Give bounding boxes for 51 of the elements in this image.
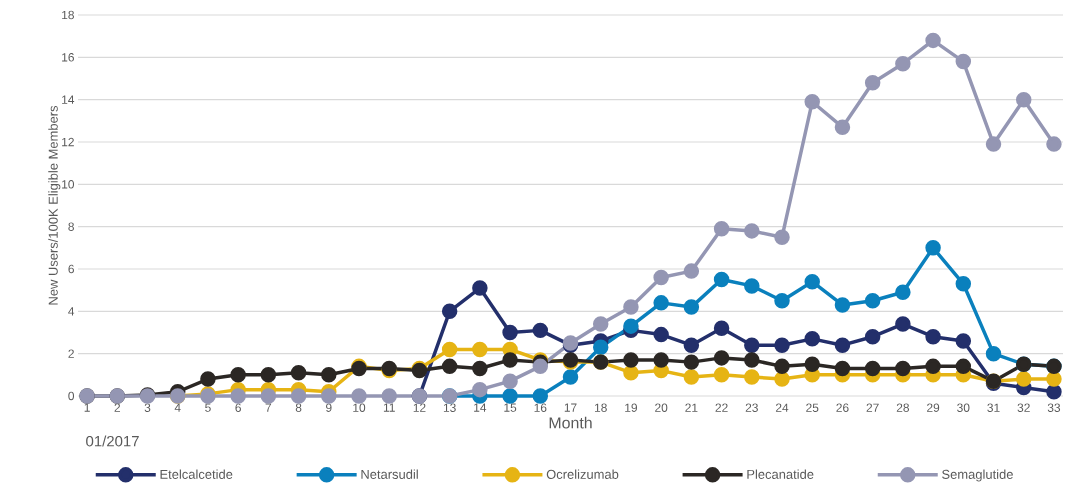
x-tick-label: 20	[655, 403, 668, 412]
text: 01/2017	[86, 435, 139, 447]
x-tick-label: 31	[987, 403, 1000, 412]
x-tick-label: 28	[896, 403, 909, 412]
y-tick-label: 16	[62, 53, 74, 62]
x-tick-label: 23	[745, 403, 758, 412]
legend-label: Etelcalcetide	[160, 469, 233, 479]
y-axis-title: New Users/100K Eligible Members	[48, 105, 61, 305]
x-tick-label: 30	[957, 403, 970, 412]
x-tick-label: 18	[594, 403, 607, 412]
x-tick-label: 26	[836, 403, 849, 412]
x-tick-label: 21	[685, 403, 698, 412]
legend-label: Ocrelizumab	[546, 469, 619, 479]
x-tick-label: 9	[326, 403, 332, 412]
x-tick-label: 29	[927, 403, 940, 412]
x-tick-label: 33	[1047, 403, 1061, 412]
x-tick-label: 22	[715, 403, 728, 412]
y-tick-label: 18	[62, 10, 74, 20]
x-tick-label: 32	[1017, 403, 1030, 412]
x-tick-label: 15	[504, 403, 517, 412]
x-tick-label: 7	[265, 403, 272, 412]
x-tick-label: 3	[144, 403, 151, 412]
y-tick-label: 2	[68, 349, 74, 358]
y-tick-label: 10	[62, 180, 75, 189]
x-tick-label: 17	[564, 403, 577, 412]
x-tick-label: 4	[174, 403, 181, 412]
x-tick-label: 2	[114, 403, 121, 412]
y-tick-label: 0	[68, 391, 75, 401]
x-tick-label: 5	[205, 403, 211, 412]
x-tick-label: 16	[534, 403, 547, 412]
x-tick-label: 13	[443, 403, 456, 412]
y-tick-label: 14	[62, 95, 75, 104]
x-tick-label: 8	[295, 403, 302, 412]
x-tick-label: 25	[806, 403, 819, 412]
x-tick-label: 24	[775, 403, 789, 412]
x-tick-label: 6	[235, 403, 241, 412]
x-tick-label: 1	[84, 403, 90, 412]
x-tick-label: 14	[474, 403, 487, 412]
y-tick-label: 4	[68, 307, 75, 316]
legend-label: Netarsudil	[361, 469, 418, 479]
x-tick-label: 10	[353, 403, 366, 412]
x-tick-label: 27	[866, 403, 879, 412]
x-tick-label: 19	[625, 403, 638, 412]
y-tick-label: 12	[62, 137, 74, 147]
y-tick-label: 8	[68, 222, 74, 231]
y-tick-label: 6	[68, 264, 74, 274]
x-tick-label: 12	[413, 403, 426, 412]
x-axis-title: Month	[549, 416, 592, 429]
x-tick-label: 11	[383, 403, 395, 412]
legend-label: Plecanatide	[747, 469, 814, 479]
legend-label: Semaglutide	[942, 469, 1013, 482]
